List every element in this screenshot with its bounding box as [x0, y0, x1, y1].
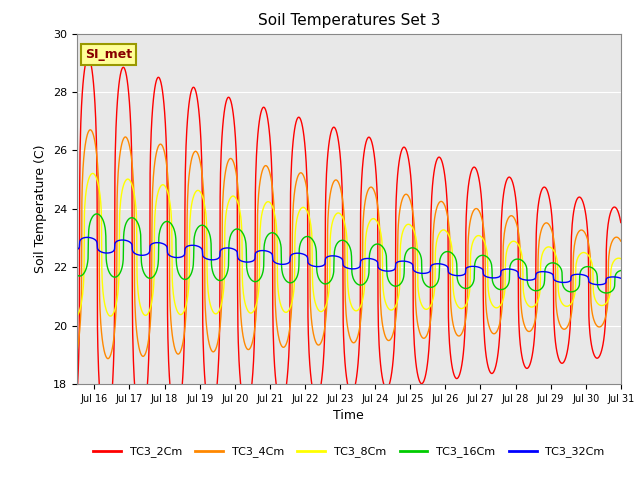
Title: Soil Temperatures Set 3: Soil Temperatures Set 3: [257, 13, 440, 28]
Y-axis label: Soil Temperature (C): Soil Temperature (C): [35, 144, 47, 273]
Legend: TC3_2Cm, TC3_4Cm, TC3_8Cm, TC3_16Cm, TC3_32Cm: TC3_2Cm, TC3_4Cm, TC3_8Cm, TC3_16Cm, TC3…: [88, 442, 609, 462]
Text: SI_met: SI_met: [85, 48, 132, 61]
X-axis label: Time: Time: [333, 409, 364, 422]
